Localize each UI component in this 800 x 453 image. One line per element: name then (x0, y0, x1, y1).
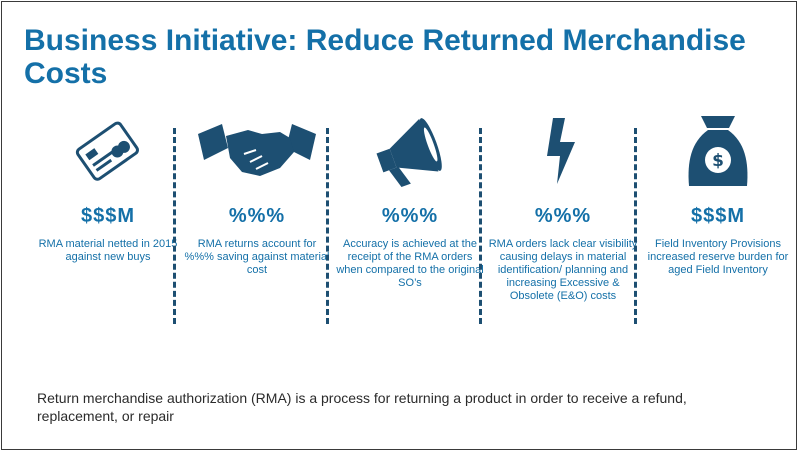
column-divider (479, 128, 482, 324)
initiative-column-field-inventory: $ $$$M Field Inventory Provisions increa… (643, 112, 793, 277)
money-bag-icon: $ (643, 112, 793, 192)
footer-note: Return merchandise authorization (RMA) i… (37, 390, 687, 424)
initiative-column-rma-material: $$$M RMA material netted in 2015 against… (33, 112, 183, 264)
metric-description: RMA material netted in 2015 against new … (38, 238, 178, 263)
handshake-icon (182, 112, 332, 192)
column-divider (326, 128, 329, 324)
column-divider (634, 128, 637, 324)
metric-description: RMA orders lack clear visibility causing… (488, 238, 638, 302)
slide-title: Business Initiative: Reduce Returned Mer… (24, 24, 746, 90)
metric-description: RMA returns account for %%% saving again… (184, 238, 330, 276)
metric-value: %%% (381, 205, 439, 227)
megaphone-icon (335, 112, 485, 192)
metric-value: %%% (228, 205, 286, 227)
initiative-column-returns-savings: %%% RMA returns account for %%% saving a… (182, 112, 332, 277)
initiative-column-visibility: %%% RMA orders lack clear visibility cau… (488, 112, 638, 303)
lightning-bolt-icon (488, 112, 638, 192)
metric-description: Field Inventory Provisions increased res… (647, 238, 789, 276)
metric-value: $$$M (690, 205, 746, 227)
svg-text:$: $ (712, 151, 724, 171)
metric-description: Accuracy is achieved at the receipt of t… (336, 238, 484, 289)
metric-value: %%% (534, 205, 592, 227)
metric-value: $$$M (80, 205, 136, 227)
credit-card-icon (33, 112, 183, 192)
column-divider (173, 128, 176, 324)
initiative-column-accuracy: %%% Accuracy is achieved at the receipt … (335, 112, 485, 290)
